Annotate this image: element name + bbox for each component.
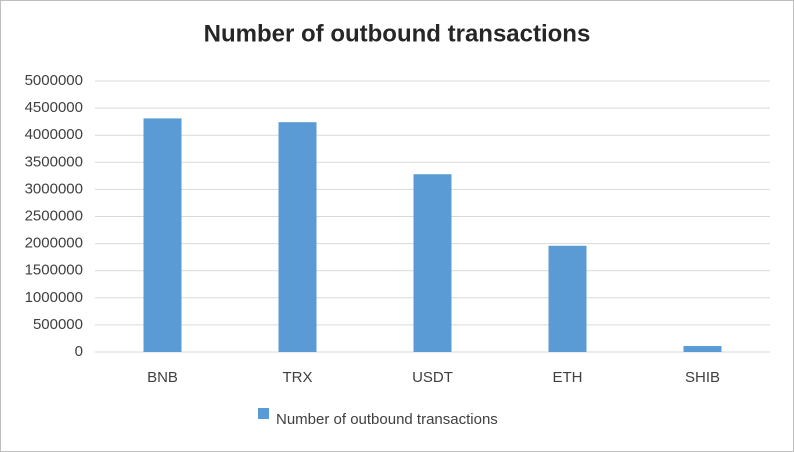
y-tick-label: 2000000 [25,235,83,252]
bar [548,245,587,352]
bar [683,346,722,352]
y-tick-label: 2500000 [25,207,83,224]
bar [413,174,452,352]
chart-title: Number of outbound transactions [204,20,591,47]
x-tick-label: TRX [283,369,313,386]
y-tick-label: 500000 [33,316,83,333]
x-tick-label: BNB [147,369,178,386]
legend-swatch [258,408,269,419]
x-tick-label: SHIB [685,369,720,386]
y-tick-label: 0 [75,343,83,360]
y-tick-label: 1500000 [25,262,83,279]
legend-label: Number of outbound transactions [276,411,498,428]
y-tick-label: 3500000 [25,153,83,170]
bar [143,118,182,352]
x-tick-label: USDT [412,369,453,386]
y-tick-label: 5000000 [25,72,83,89]
bar [278,122,317,352]
y-tick-label: 1000000 [25,289,83,306]
y-tick-label: 4500000 [25,99,83,116]
y-tick-label: 3000000 [25,180,83,197]
y-tick-label: 4000000 [25,126,83,143]
x-tick-label: ETH [553,369,583,386]
